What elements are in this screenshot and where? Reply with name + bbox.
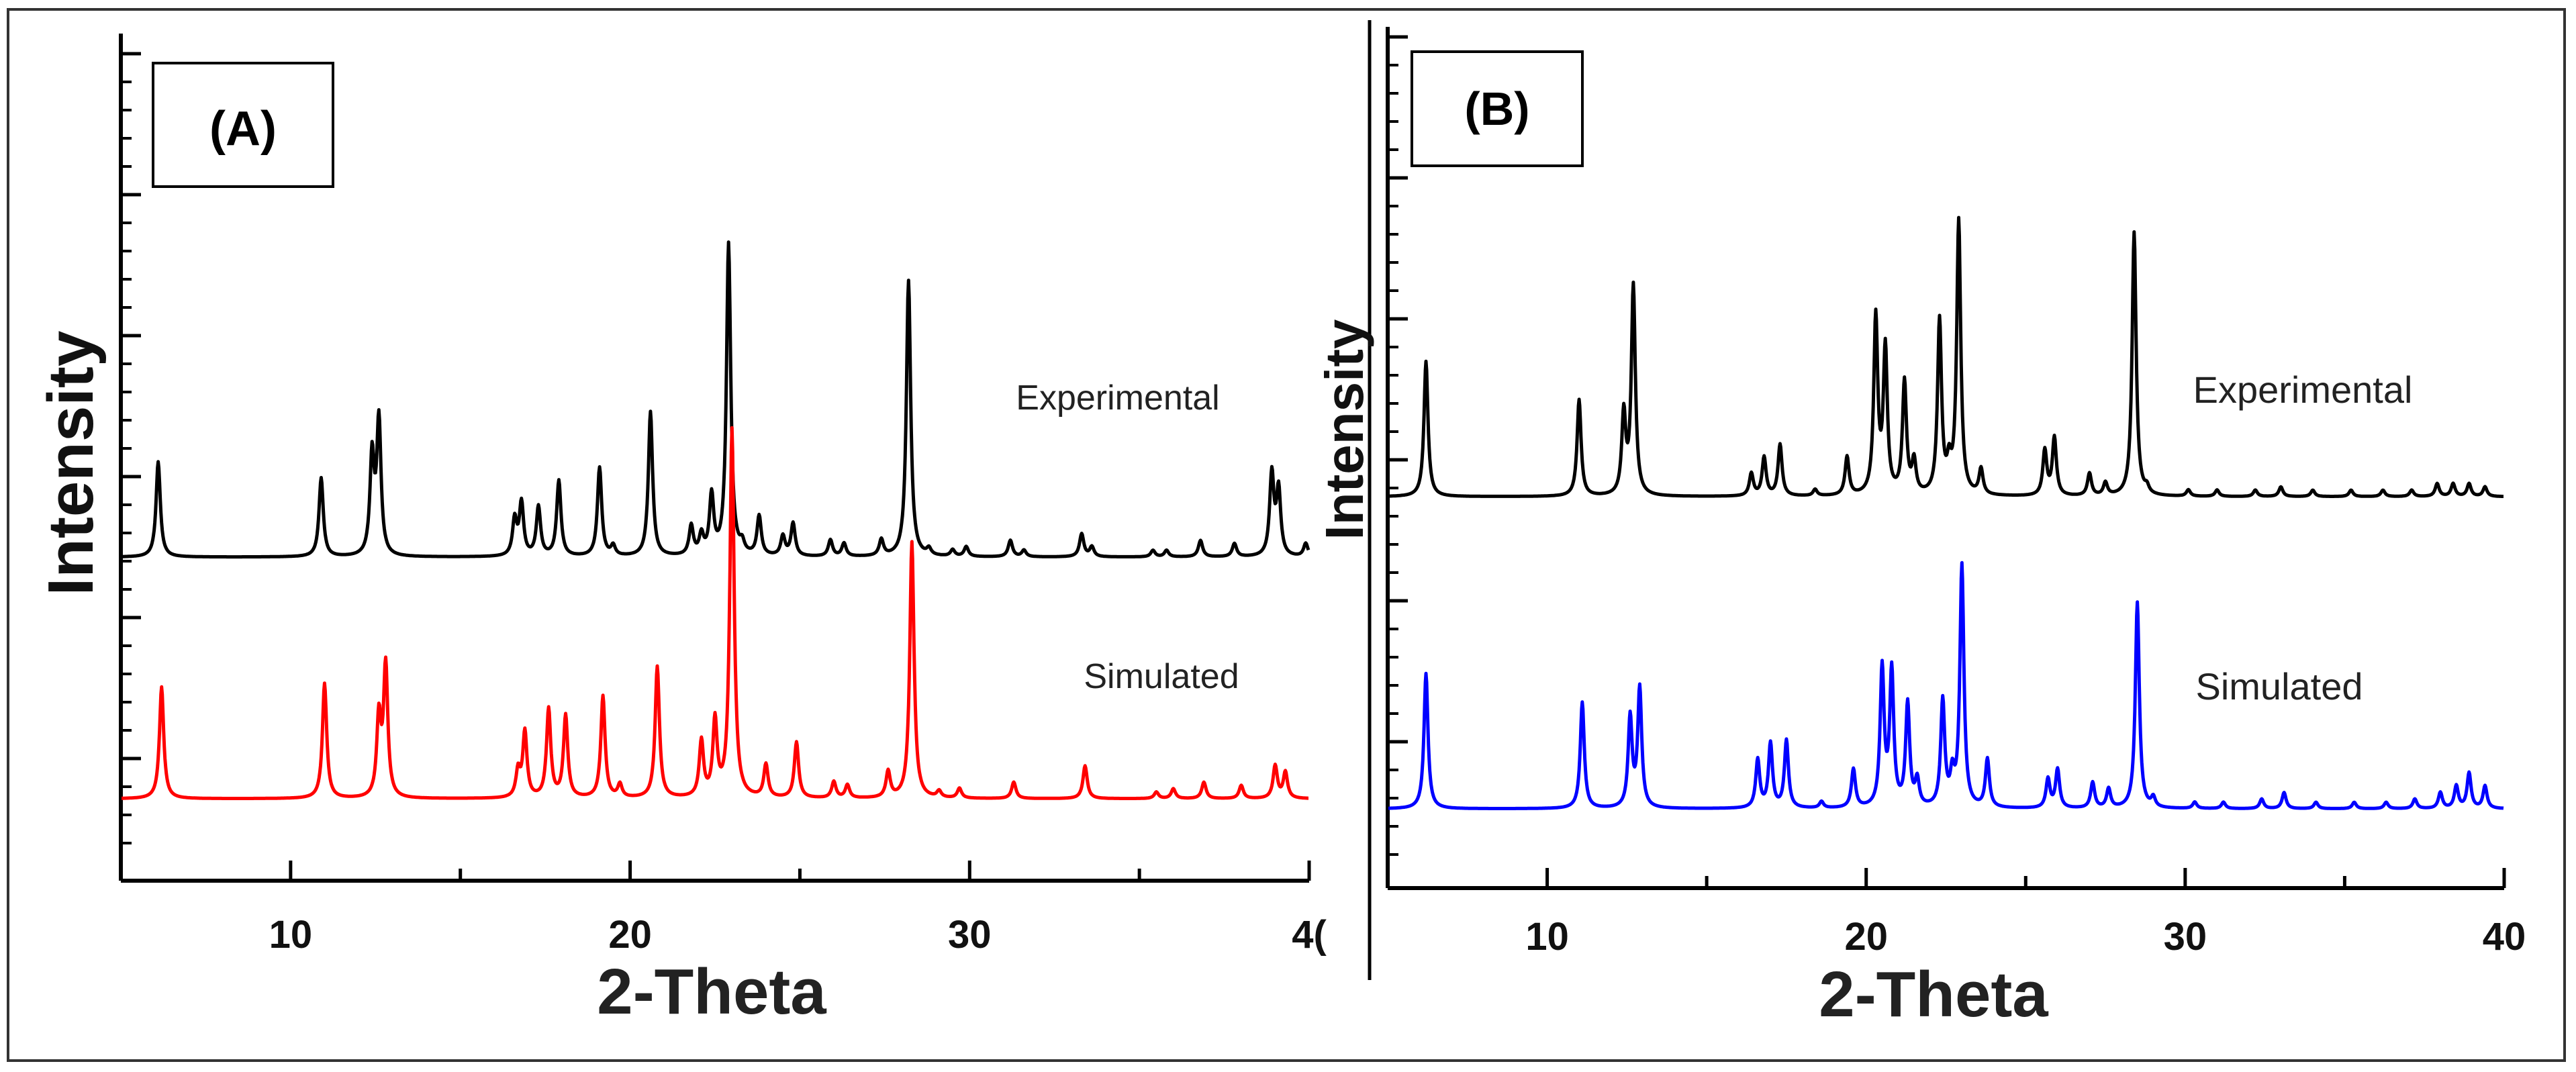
panel-b-y-ticks	[1388, 35, 1408, 856]
panel-b-tag: (B)	[1464, 83, 1529, 135]
panel-b: 10 20 30 40 (B) 2-Theta Intensity Experimen…	[1315, 27, 2526, 1030]
series-line-experimental	[120, 240, 1310, 559]
panel-a-x-ticks: 10 20 30 4(	[119, 861, 1327, 957]
panel-a-x-title: 2-Theta	[597, 956, 826, 1028]
panel-b-annotations: Experimental Simulated	[2193, 369, 2413, 708]
panel-b-series	[1387, 215, 2505, 810]
series-label: Simulated	[1084, 657, 1239, 696]
panel-a-tag: (A)	[209, 102, 277, 156]
panel-a-annotations: Experimental Simulated	[1016, 379, 1239, 696]
x-tick-label: 20	[608, 913, 652, 957]
x-tick-label: 30	[948, 913, 992, 957]
panel-b-y-title: Intensity	[1315, 319, 1374, 540]
series-line-experimental	[1387, 215, 2505, 498]
x-tick-label: 40	[2483, 915, 2526, 959]
panel-a-y-ticks	[121, 52, 141, 844]
panel-b-tag-frame	[1411, 50, 1584, 167]
series-label: Simulated	[2195, 665, 2363, 708]
figure-frame	[7, 8, 2566, 1062]
x-tick-label: 20	[1844, 915, 1888, 959]
panel-a-tag-frame	[152, 62, 334, 188]
x-tick-label: 10	[1525, 915, 1569, 959]
series-label: Experimental	[2193, 369, 2413, 411]
panel-a-tag-box: (A)	[152, 62, 334, 188]
panel-b-x-title: 2-Theta	[1819, 959, 2048, 1030]
panel-b-x-ticks: 10 20 30 40	[1386, 868, 2526, 959]
panel-b-tag-box: (B)	[1411, 50, 1584, 167]
x-tick-label: 4(	[1292, 913, 1327, 957]
panel-a: 10 20 30 4( (A) 2-Theta Intensity Experimen…	[35, 20, 1372, 1028]
x-tick-label: 10	[269, 913, 313, 957]
series-line-simulated	[120, 426, 1310, 800]
panel-a-y-title: Intensity	[35, 331, 107, 596]
series-label: Experimental	[1016, 379, 1219, 418]
x-tick-label: 30	[2164, 915, 2207, 959]
series-line-simulated	[1387, 561, 2505, 810]
panel-a-series	[120, 240, 1310, 800]
